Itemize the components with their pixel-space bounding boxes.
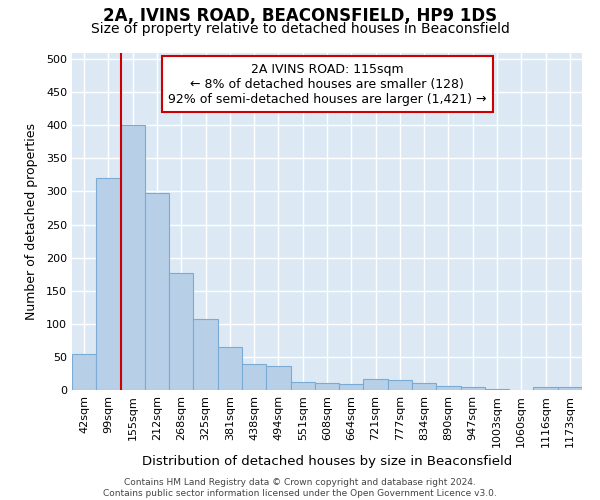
Bar	[364, 379, 388, 390]
Bar	[169, 273, 193, 390]
Bar	[266, 366, 290, 390]
Text: Contains HM Land Registry data © Crown copyright and database right 2024.
Contai: Contains HM Land Registry data © Crown c…	[103, 478, 497, 498]
Bar	[558, 386, 582, 390]
Bar	[533, 386, 558, 390]
Bar	[388, 380, 412, 390]
Bar	[193, 319, 218, 390]
Bar	[436, 386, 461, 390]
Y-axis label: Number of detached properties: Number of detached properties	[25, 122, 38, 320]
Text: 2A, IVINS ROAD, BEACONSFIELD, HP9 1DS: 2A, IVINS ROAD, BEACONSFIELD, HP9 1DS	[103, 8, 497, 26]
Bar	[315, 384, 339, 390]
Text: 2A IVINS ROAD: 115sqm
← 8% of detached houses are smaller (128)
92% of semi-deta: 2A IVINS ROAD: 115sqm ← 8% of detached h…	[168, 62, 486, 106]
Bar	[461, 388, 485, 390]
Text: Size of property relative to detached houses in Beaconsfield: Size of property relative to detached ho…	[91, 22, 509, 36]
Bar	[121, 126, 145, 390]
X-axis label: Distribution of detached houses by size in Beaconsfield: Distribution of detached houses by size …	[142, 455, 512, 468]
Bar	[339, 384, 364, 390]
Bar	[290, 382, 315, 390]
Bar	[242, 364, 266, 390]
Bar	[145, 194, 169, 390]
Bar	[96, 178, 121, 390]
Bar	[72, 354, 96, 390]
Bar	[412, 384, 436, 390]
Bar	[218, 347, 242, 390]
